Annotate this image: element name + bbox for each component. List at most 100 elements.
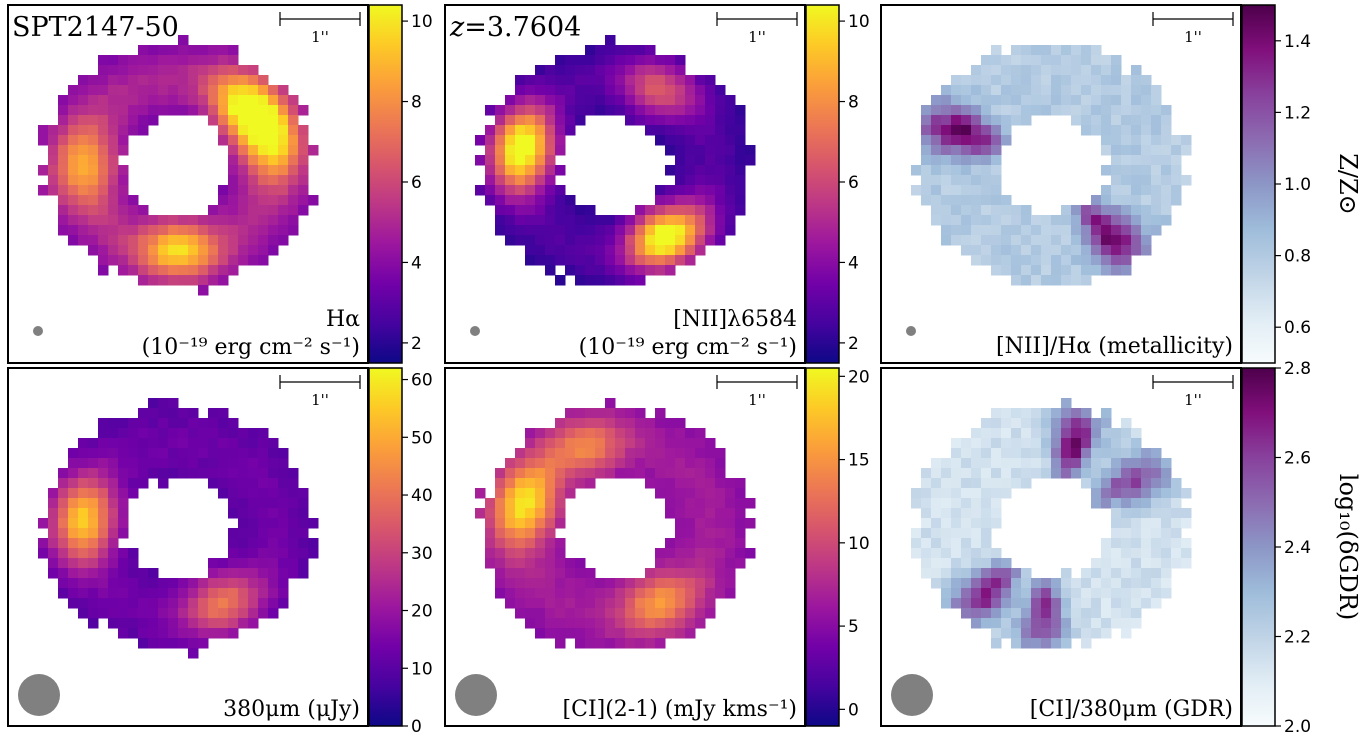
heatmap-cell [1121, 538, 1132, 549]
heatmap-cell [555, 508, 566, 519]
heatmap-cell [555, 588, 566, 599]
heatmap-cell [575, 55, 586, 66]
heatmap-cell [258, 428, 269, 439]
heatmap-cell [1121, 105, 1132, 116]
heatmap-cell [605, 578, 616, 589]
heatmap-cell [1101, 598, 1112, 609]
heatmap-cell [655, 225, 666, 236]
heatmap-cell [575, 448, 586, 459]
heatmap-cell [1151, 468, 1162, 479]
heatmap-cell [1151, 508, 1162, 519]
heatmap-cell [1151, 105, 1162, 116]
heatmap-cell [238, 85, 249, 96]
heatmap-cell [278, 598, 289, 609]
heatmap-cell [921, 115, 932, 126]
panel-frame [880, 4, 1242, 364]
heatmap-cell [88, 115, 99, 126]
heatmap-cell [545, 105, 556, 116]
heatmap-cell [535, 508, 546, 519]
heatmap-cell [625, 628, 636, 639]
heatmap-cell [585, 588, 596, 599]
heatmap-cell [921, 135, 932, 146]
heatmap-cell [1151, 135, 1162, 146]
heatmap-cell [625, 55, 636, 66]
heatmap-cell [238, 75, 249, 86]
heatmap-cell [605, 105, 616, 116]
heatmap-cell [1041, 225, 1052, 236]
heatmap-cell [218, 195, 229, 206]
heatmap-cell [675, 115, 686, 126]
heatmap-cell [98, 588, 109, 599]
heatmap-cell [78, 448, 89, 459]
heatmap-cell [961, 468, 972, 479]
heatmap-cell [525, 578, 536, 589]
heatmap-cell [1061, 95, 1072, 106]
heatmap-cell [525, 215, 536, 226]
heatmap-cell [1081, 245, 1092, 256]
heatmap-cell [218, 448, 229, 459]
heatmap-cell [685, 105, 696, 116]
heatmap-cell [208, 115, 219, 126]
heatmap-cell [625, 618, 636, 629]
heatmap-cell [1081, 235, 1092, 246]
heatmap-cell [705, 518, 716, 529]
heatmap-cell [68, 548, 79, 559]
heatmap-cell [695, 558, 706, 569]
heatmap-cell [118, 145, 129, 156]
heatmap-cell [991, 265, 1002, 276]
heatmap-cell [1141, 125, 1152, 136]
heatmap-cell [188, 458, 199, 469]
heatmap-cell [158, 448, 169, 459]
heatmap-cell [168, 75, 179, 86]
heatmap-cell [585, 85, 596, 96]
heatmap-cell [258, 508, 269, 519]
heatmap-cell [188, 45, 199, 56]
heatmap-cell [665, 235, 676, 246]
heatmap-cell [735, 115, 746, 126]
heatmap-cell [635, 408, 646, 419]
heatmap-cell [535, 498, 546, 509]
heatmap-cell [248, 438, 259, 449]
heatmap-cell [951, 85, 962, 96]
heatmap-cell [118, 95, 129, 106]
heatmap-cell [515, 468, 526, 479]
colorbar-tick-label: 2.4 [1284, 538, 1311, 558]
heatmap-cell [931, 145, 942, 156]
heatmap-cell [931, 518, 942, 529]
heatmap-cell [1051, 275, 1062, 286]
heatmap-cell [1091, 95, 1102, 106]
heatmap-cell [98, 185, 109, 196]
colorbar-tick-label: 0 [411, 717, 422, 737]
heatmap-cell [1141, 538, 1152, 549]
heatmap-cell [188, 95, 199, 106]
heatmap-cell [1121, 558, 1132, 569]
heatmap-cell [248, 235, 259, 246]
heatmap-cell [1091, 215, 1102, 226]
heatmap-cell [685, 175, 696, 186]
heatmap-cell [645, 638, 656, 649]
heatmap-cell [1111, 135, 1122, 146]
heatmap-cell [575, 408, 586, 419]
heatmap-cell [1061, 205, 1072, 216]
heatmap-cell [991, 195, 1002, 206]
heatmap-cell [288, 95, 299, 106]
colorbar-tick-label: 2.8 [1284, 359, 1311, 379]
heatmap-cell [1161, 558, 1172, 569]
beam-marker [455, 674, 497, 716]
heatmap-cell [98, 165, 109, 176]
heatmap-cell [208, 588, 219, 599]
heatmap-cell [545, 558, 556, 569]
heatmap-cell [1021, 255, 1032, 266]
heatmap-cell [1061, 245, 1072, 256]
heatmap-cell [108, 145, 119, 156]
heatmap-cell [585, 468, 596, 479]
heatmap-cell [655, 488, 666, 499]
heatmap-cell [991, 65, 1002, 76]
heatmap-cell [685, 255, 696, 266]
heatmap-cell [298, 548, 309, 559]
heatmap-cell [725, 135, 736, 146]
colorbar-label: Z/Z⊙ [1334, 153, 1362, 215]
heatmap-cell [1131, 618, 1142, 629]
heatmap-cell [138, 85, 149, 96]
heatmap-cell [268, 235, 279, 246]
